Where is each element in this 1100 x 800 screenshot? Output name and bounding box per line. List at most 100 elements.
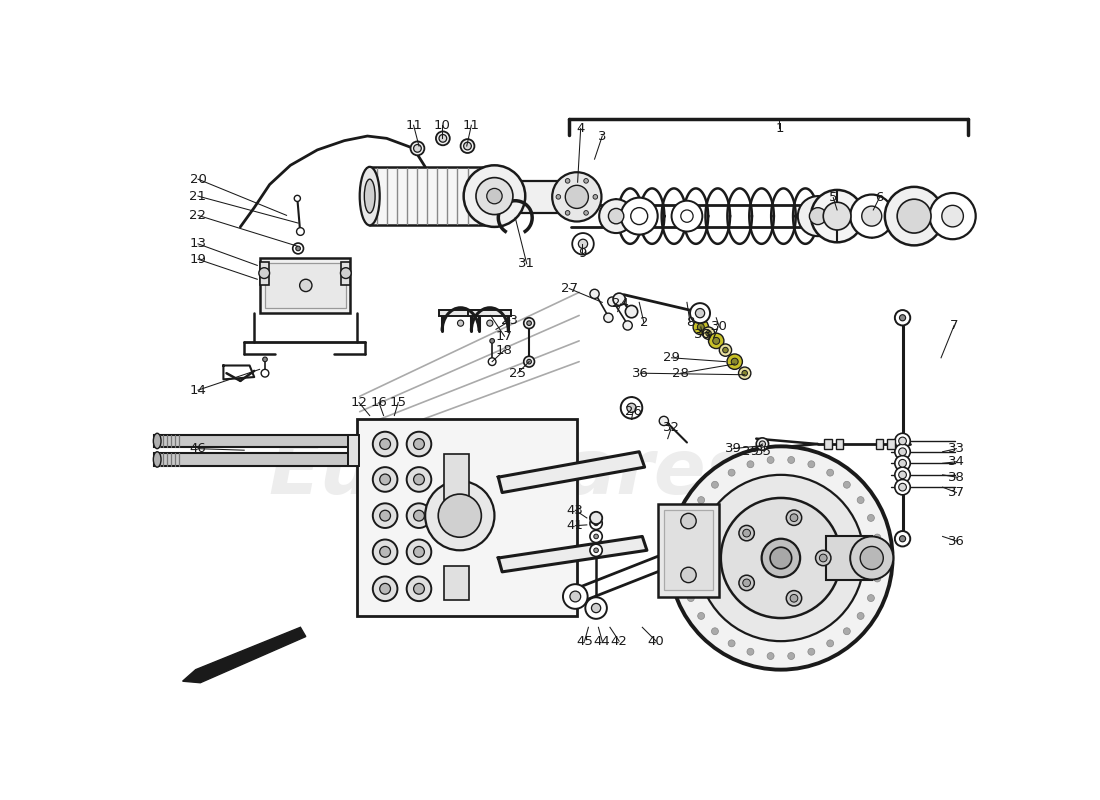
Circle shape <box>295 195 300 202</box>
Circle shape <box>681 514 696 529</box>
Circle shape <box>857 613 865 619</box>
Circle shape <box>373 432 397 456</box>
Bar <box>439 310 482 316</box>
Circle shape <box>590 290 600 298</box>
Ellipse shape <box>153 452 161 467</box>
Circle shape <box>723 347 728 353</box>
Text: 43: 43 <box>566 504 584 517</box>
Circle shape <box>258 268 270 278</box>
Text: 36: 36 <box>632 366 649 380</box>
Circle shape <box>261 370 268 377</box>
Circle shape <box>476 178 513 214</box>
Circle shape <box>524 356 535 367</box>
Circle shape <box>620 198 658 234</box>
Circle shape <box>527 321 531 326</box>
Circle shape <box>379 546 390 558</box>
Circle shape <box>798 196 838 236</box>
Circle shape <box>407 467 431 492</box>
Bar <box>154 435 356 447</box>
Circle shape <box>414 583 425 594</box>
Text: 24: 24 <box>613 298 629 310</box>
Text: 41: 41 <box>566 519 584 532</box>
Circle shape <box>786 590 802 606</box>
Circle shape <box>899 471 906 478</box>
Text: 7: 7 <box>950 319 958 332</box>
Circle shape <box>844 482 850 488</box>
Circle shape <box>379 438 390 450</box>
Ellipse shape <box>364 179 375 213</box>
Circle shape <box>414 546 425 558</box>
Circle shape <box>627 403 636 413</box>
Circle shape <box>900 536 905 542</box>
Circle shape <box>739 526 755 541</box>
Circle shape <box>827 469 834 476</box>
Circle shape <box>868 514 875 522</box>
Circle shape <box>807 461 815 468</box>
Circle shape <box>299 279 312 291</box>
Circle shape <box>706 330 712 336</box>
Circle shape <box>742 530 750 537</box>
Circle shape <box>572 233 594 254</box>
Circle shape <box>738 367 751 379</box>
Text: 21: 21 <box>189 190 207 202</box>
Circle shape <box>407 539 431 564</box>
Circle shape <box>373 467 397 492</box>
Circle shape <box>739 575 755 590</box>
Text: 46: 46 <box>189 442 207 455</box>
Circle shape <box>464 142 472 150</box>
Bar <box>260 258 351 313</box>
Circle shape <box>407 432 431 456</box>
Circle shape <box>407 503 431 528</box>
Circle shape <box>827 640 834 647</box>
Circle shape <box>410 142 425 155</box>
Text: 27: 27 <box>561 282 578 295</box>
Circle shape <box>669 446 892 670</box>
Text: 15: 15 <box>389 396 407 409</box>
Circle shape <box>788 457 794 463</box>
Bar <box>469 310 512 316</box>
Circle shape <box>767 457 774 463</box>
Circle shape <box>608 209 624 224</box>
Circle shape <box>557 194 561 199</box>
Circle shape <box>379 583 390 594</box>
Circle shape <box>488 358 496 366</box>
Circle shape <box>600 199 634 233</box>
Ellipse shape <box>153 434 161 449</box>
Circle shape <box>876 554 883 562</box>
Circle shape <box>899 448 906 455</box>
Circle shape <box>713 338 719 344</box>
Circle shape <box>296 246 300 250</box>
Text: 32: 32 <box>663 421 680 434</box>
Circle shape <box>486 320 493 326</box>
Circle shape <box>861 206 882 226</box>
Text: 34: 34 <box>948 455 965 468</box>
Circle shape <box>681 567 696 582</box>
Bar <box>265 263 345 308</box>
Circle shape <box>807 648 815 655</box>
Circle shape <box>613 293 625 306</box>
Circle shape <box>594 534 598 538</box>
Circle shape <box>790 594 798 602</box>
Circle shape <box>414 510 425 521</box>
Text: 4: 4 <box>576 122 585 135</box>
Circle shape <box>788 653 794 659</box>
Circle shape <box>425 481 495 550</box>
Circle shape <box>373 539 397 564</box>
Circle shape <box>820 554 827 562</box>
Circle shape <box>942 206 964 227</box>
Circle shape <box>414 438 425 450</box>
Bar <box>444 454 469 500</box>
Circle shape <box>464 166 526 227</box>
Circle shape <box>458 320 464 326</box>
Circle shape <box>811 190 864 242</box>
Circle shape <box>414 145 421 152</box>
Text: 18: 18 <box>496 344 513 357</box>
Bar <box>348 435 359 466</box>
Text: 22: 22 <box>189 209 207 222</box>
Text: 1: 1 <box>776 122 783 135</box>
Bar <box>341 262 351 285</box>
Circle shape <box>461 139 474 153</box>
Circle shape <box>860 546 883 570</box>
Text: 37: 37 <box>703 328 720 341</box>
Circle shape <box>620 397 642 418</box>
